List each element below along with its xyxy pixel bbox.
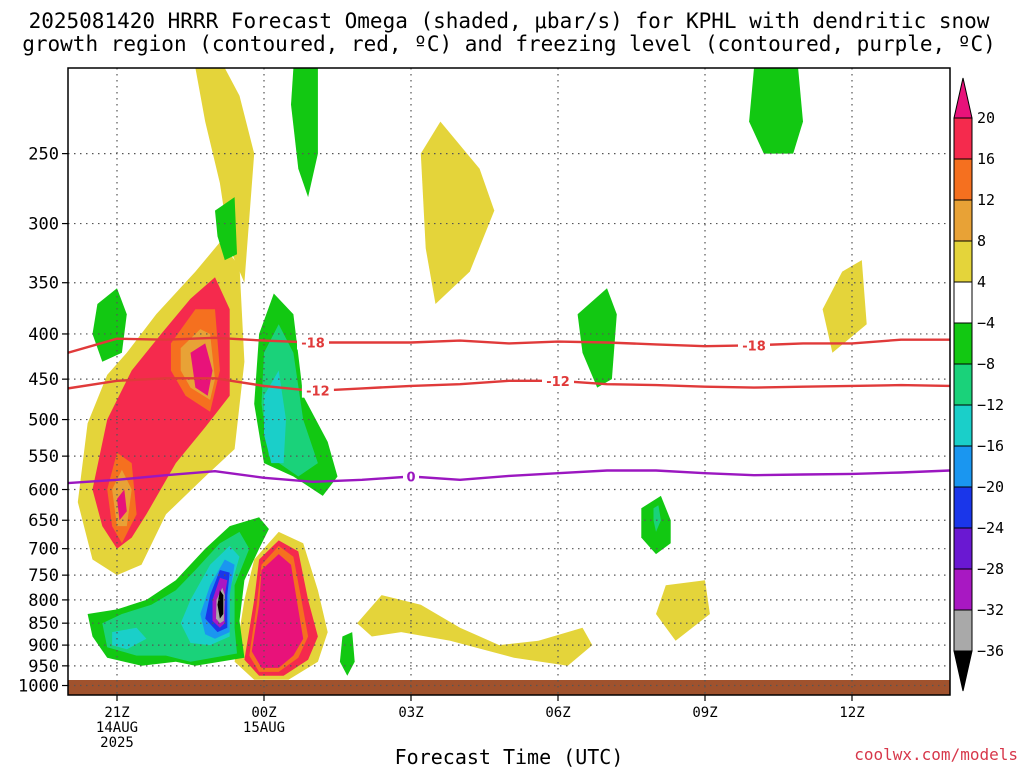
colorbar-swatch-2 <box>953 199 973 242</box>
colorbar-label-9: −20 <box>977 478 1004 496</box>
omega-region-16 <box>822 260 867 353</box>
colorbar-label-10: −24 <box>977 519 1004 537</box>
colorbar-swatch-7 <box>953 404 973 447</box>
contour-line-dendritic-0 <box>68 336 950 354</box>
contour-label-0-0: -18 <box>301 336 325 351</box>
omega-region-7 <box>117 489 127 521</box>
chart-title-line-2: growth region (contoured, red, ºC) and f… <box>22 32 996 56</box>
colorbar-swatch-6 <box>953 363 973 406</box>
colorbar-swatch-8 <box>953 445 973 488</box>
omega-region-28 <box>264 370 286 464</box>
y-tick-label-700: 700 <box>28 540 59 560</box>
omega-region-30 <box>92 288 127 362</box>
contour-label-bg-1-0 <box>301 382 334 398</box>
x-tick-label-0-1: 14AUG <box>96 720 138 736</box>
y-tick-label-650: 650 <box>28 511 59 531</box>
colorbar-swatch-1 <box>953 158 973 201</box>
omega-region-33 <box>577 288 617 388</box>
ground-surface-bar <box>68 680 950 695</box>
colorbar-bottom-arrow <box>953 650 973 692</box>
contour-label-bg-1-1 <box>542 372 574 388</box>
colorbar-swatch-3 <box>953 240 973 283</box>
plot-frame <box>67 67 951 696</box>
omega-region-32 <box>339 632 355 676</box>
omega-region-12 <box>195 68 255 283</box>
credit-text: coolwx.com/models <box>854 745 1018 764</box>
y-tick-label-950: 950 <box>28 657 59 677</box>
colorbar-swatch-5 <box>953 322 973 365</box>
colorbar-label-12: −32 <box>977 601 1004 619</box>
colorbar-label-5: −4 <box>977 314 995 332</box>
contour-label-0-1: -18 <box>742 339 766 354</box>
y-tick-label-900: 900 <box>28 636 59 656</box>
y-axis: 2503003504004505005506006507007508008509… <box>18 145 68 697</box>
y-tick-label-550: 550 <box>28 447 59 467</box>
omega-shading-layer <box>77 68 867 680</box>
colorbar-label-2: 12 <box>977 191 995 209</box>
colorbar-label-4: 4 <box>977 273 986 291</box>
colorbar-label-1: 16 <box>977 150 995 168</box>
colorbar: 20 16 12 8 4 −4 −8 −12 −16 −20 −24 −28 −32 −36 <box>953 77 1004 692</box>
y-tick-label-450: 450 <box>28 370 59 390</box>
colorbar-label-3: 8 <box>977 232 986 250</box>
colorbar-swatch-9 <box>953 486 973 529</box>
x-tick-label-4-0: 09Z <box>692 705 717 721</box>
contour-line-dendritic-1 <box>68 377 950 393</box>
omega-region-36 <box>749 68 803 154</box>
omega-region-35 <box>653 505 661 532</box>
contour-label-bg-2-0 <box>403 468 419 484</box>
contour-label-1-1: -12 <box>546 375 570 390</box>
chart-title-line-1: 2025081420 HRRR Forecast Omega (shaded, … <box>29 9 990 33</box>
y-tick-label-500: 500 <box>28 411 59 431</box>
omega-region-31 <box>291 68 318 198</box>
omega-region-29 <box>215 197 237 261</box>
omega-region-13 <box>357 595 593 666</box>
colorbar-swatch-0 <box>953 117 973 160</box>
x-tick-label-0-0: 21Z <box>104 705 129 721</box>
y-tick-label-750: 750 <box>28 566 59 586</box>
x-tick-label-3-0: 06Z <box>545 705 570 721</box>
colorbar-label-13: −36 <box>977 642 1004 660</box>
omega-region-14 <box>420 121 495 304</box>
y-tick-label-850: 850 <box>28 614 59 634</box>
contour-label-2-0: 0 <box>406 471 415 486</box>
y-tick-label-800: 800 <box>28 591 59 611</box>
omega-region-15 <box>656 580 710 641</box>
x-tick-label-1-0: 00Z <box>251 705 276 721</box>
colorbar-label-6: −8 <box>977 355 995 373</box>
x-tick-label-2-0: 03Z <box>398 705 423 721</box>
omega-region-25 <box>217 590 224 619</box>
colorbar-swatch-11 <box>953 568 973 611</box>
contour-label-bg-0-0 <box>297 334 329 350</box>
contour-label-bg-0-1 <box>738 337 770 353</box>
contour-line-freezing-2 <box>68 469 950 485</box>
y-tick-label-300: 300 <box>28 215 59 235</box>
colorbar-swatch-4 <box>953 281 973 324</box>
y-tick-label-250: 250 <box>28 145 59 165</box>
colorbar-label-0: 20 <box>977 109 995 127</box>
y-tick-label-600: 600 <box>28 481 59 501</box>
y-tick-label-400: 400 <box>28 325 59 345</box>
contour-layer: -18 -18 -12 -12 0 <box>68 334 950 486</box>
x-tick-label-1-1: 15AUG <box>243 720 285 736</box>
omega-region-6 <box>190 343 213 396</box>
colorbar-label-7: −12 <box>977 396 1004 414</box>
x-tick-label-0-2: 2025 <box>100 735 134 751</box>
omega-region-11 <box>251 554 304 668</box>
x-axis-label: Forecast Time (UTC) <box>395 745 624 768</box>
x-tick-label-5-0: 12Z <box>839 705 864 721</box>
omega-region-20 <box>112 627 147 650</box>
y-tick-label-1000: 1000 <box>18 677 59 697</box>
colorbar-label-11: −28 <box>977 560 1004 578</box>
colorbar-top-arrow <box>953 77 973 119</box>
contour-label-1-0: -12 <box>306 385 330 400</box>
y-tick-label-350: 350 <box>28 274 59 294</box>
colorbar-swatch-10 <box>953 527 973 570</box>
colorbar-swatch-12 <box>953 609 973 652</box>
colorbar-label-8: −16 <box>977 437 1004 455</box>
